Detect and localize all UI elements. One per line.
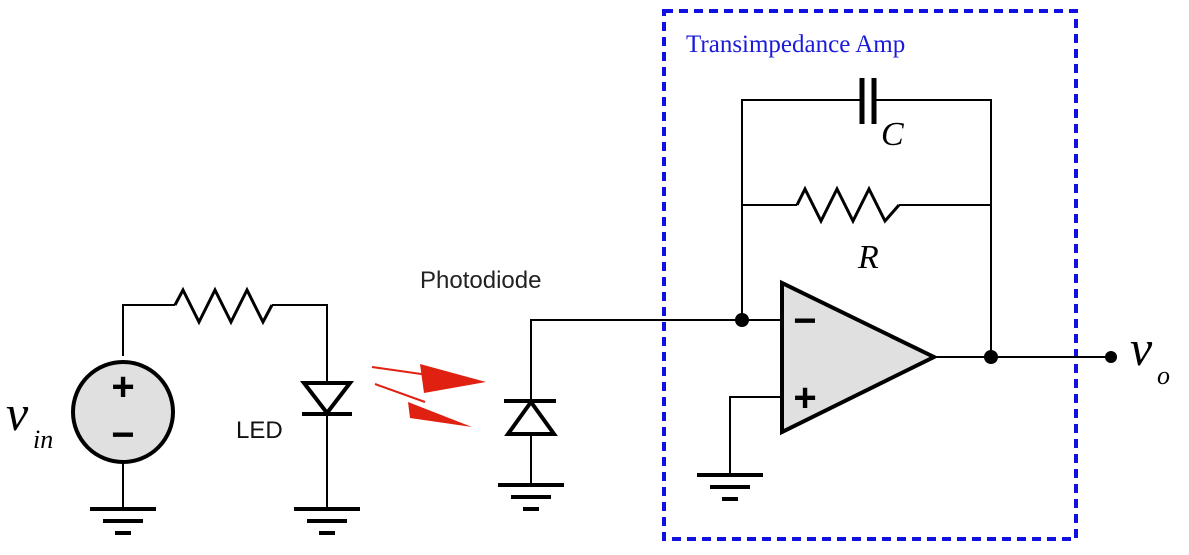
vin-subscript: in — [33, 425, 53, 454]
light-emission-icon — [371, 364, 486, 427]
photodiode-to-opamp-wire — [530, 319, 782, 400]
led-label: LED — [236, 417, 283, 444]
input-circuit: + − v in LED — [6, 286, 360, 535]
tia-boundary-box — [662, 9, 1078, 541]
feedback-right-wire — [874, 99, 992, 357]
capacitor-label: C — [881, 116, 904, 153]
tia-title: Transimpedance Amp — [686, 31, 905, 58]
photodiode-label: Photodiode — [420, 267, 541, 294]
feedback-left-wire — [741, 99, 862, 320]
opamp-inverting-sign: − — [793, 299, 816, 343]
photodiode-icon — [504, 398, 558, 436]
opamp-triangle — [780, 279, 939, 436]
vo-label: v — [1130, 320, 1153, 376]
transimpedance-amp: Transimpedance Amp C R − + — [662, 9, 1111, 541]
led-icon — [299, 381, 355, 417]
vin-label: v — [6, 385, 29, 441]
source-plus-sign: + — [111, 365, 134, 409]
input-resistor-to-led-wire — [272, 304, 328, 383]
led-ground-icon — [294, 507, 360, 535]
noninverting-ground-wire — [729, 396, 782, 474]
input-resistor — [173, 286, 274, 326]
feedback-resistor — [795, 185, 901, 225]
opamp-noninverting-sign: + — [793, 376, 816, 420]
photodiode-circuit: Photodiode — [420, 267, 782, 511]
output-terminal-dot — [1105, 351, 1117, 363]
inverting-junction-dot — [735, 313, 749, 327]
input-loop-wire — [122, 304, 175, 356]
source-minus-sign: − — [111, 413, 134, 457]
photodiode-ground-icon — [498, 483, 564, 511]
capacitor-icon — [859, 78, 877, 124]
opamp-ground-icon — [697, 473, 763, 501]
resistor-label: R — [857, 239, 879, 276]
vo-subscript: o — [1157, 361, 1170, 390]
source-ground-icon — [90, 507, 156, 535]
